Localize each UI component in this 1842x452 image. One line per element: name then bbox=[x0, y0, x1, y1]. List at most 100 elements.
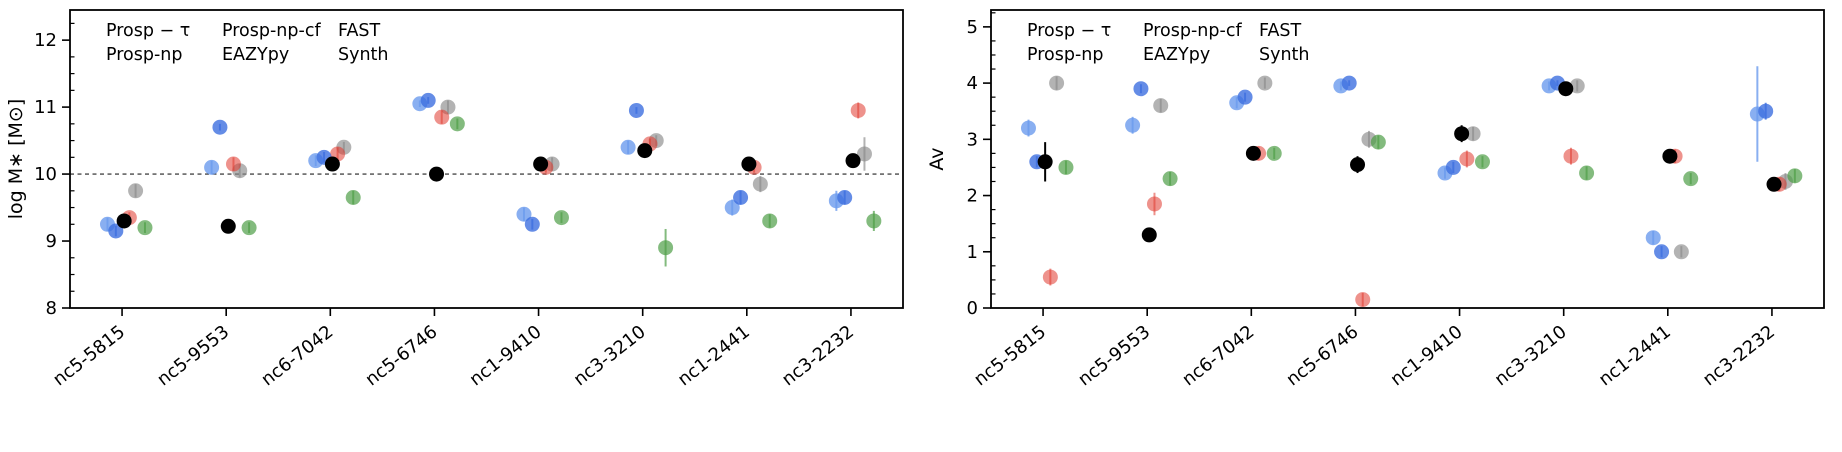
data-point bbox=[1474, 154, 1490, 170]
data-point bbox=[1042, 269, 1058, 285]
data-point bbox=[1673, 244, 1689, 260]
data-point bbox=[741, 156, 757, 172]
data-point bbox=[1350, 157, 1366, 173]
x-tick-label: nc5-6746 bbox=[1283, 321, 1363, 390]
x-tick-label: nc5-5815 bbox=[49, 321, 129, 390]
data-point bbox=[837, 190, 853, 206]
data-point bbox=[324, 156, 340, 172]
data-point bbox=[724, 200, 740, 216]
x-tick-label: nc5-5815 bbox=[970, 321, 1050, 390]
data-point bbox=[658, 240, 674, 256]
x-tick-label: nc5-9553 bbox=[153, 321, 233, 390]
x-tick-label: nc1-9410 bbox=[1387, 321, 1467, 390]
data-point bbox=[1445, 159, 1461, 175]
legend-label: Prosp-np-cf bbox=[1143, 21, 1242, 41]
legend-label: EAZYpy bbox=[1143, 45, 1210, 65]
x-tick-label: nc1-2441 bbox=[674, 321, 754, 390]
data-point bbox=[1459, 151, 1475, 167]
data-point bbox=[1133, 81, 1149, 97]
data-point bbox=[866, 213, 882, 229]
y-axis-ticks: 0 1 2 3 4 5 bbox=[967, 17, 991, 319]
series-prosp- bbox=[1020, 66, 1765, 246]
data-point bbox=[856, 146, 872, 162]
y-tick-label: 9 bbox=[46, 231, 57, 252]
data-point bbox=[1141, 227, 1157, 243]
legend: Prosp − τ Prosp-np Prosp-np-cf EAZYpy FAST Sy… bbox=[106, 21, 389, 65]
y-axis-ticks: 8 9 10 11 12 bbox=[34, 30, 70, 319]
data-point bbox=[733, 190, 749, 206]
data-point bbox=[1787, 168, 1803, 184]
x-axis-ticks: nc5-5815 nc5-9553 nc6-7042 nc5-6746 nc1-9410… bbox=[49, 308, 858, 390]
y-tick-label: 11 bbox=[34, 97, 57, 118]
data-point bbox=[449, 116, 465, 132]
data-point bbox=[1125, 117, 1141, 133]
data-point bbox=[204, 159, 220, 175]
data-point bbox=[1662, 148, 1678, 164]
data-point bbox=[620, 139, 636, 155]
legend-label: Prosp − τ bbox=[1027, 21, 1111, 41]
data-point bbox=[420, 92, 436, 108]
x-tick-label: nc5-6746 bbox=[362, 321, 442, 390]
series-prosp-np-cf bbox=[1037, 81, 1782, 243]
data-point bbox=[1341, 75, 1357, 91]
legend-label: Synth bbox=[338, 45, 389, 65]
x-tick-label: nc3-2232 bbox=[1699, 321, 1779, 390]
data-point bbox=[108, 223, 124, 239]
data-point bbox=[533, 156, 549, 172]
chart-logm-panel: 8 9 10 11 12 nc5-5815 nc5-9553 nc6-7042 nc5-6746… bbox=[0, 0, 921, 448]
series-fast bbox=[128, 99, 872, 199]
y-tick-label: 12 bbox=[34, 30, 57, 51]
y-tick-label: 8 bbox=[46, 298, 57, 319]
data-point bbox=[1162, 171, 1178, 187]
data-point bbox=[1758, 103, 1774, 119]
y-tick-label: 4 bbox=[967, 73, 978, 94]
chart-av-panel: 0 1 2 3 4 5 nc5-5815 nc5-9553 nc6-7042 nc5-6746 nc… bbox=[921, 0, 1842, 448]
data-point bbox=[1563, 148, 1579, 164]
data-point bbox=[1579, 165, 1595, 181]
data-point bbox=[1454, 126, 1470, 142]
data-point bbox=[212, 119, 228, 135]
data-point bbox=[553, 210, 569, 226]
data-point bbox=[1058, 159, 1074, 175]
y-tick-label: 0 bbox=[967, 298, 978, 319]
axes-box bbox=[69, 9, 904, 309]
data-point bbox=[1645, 230, 1661, 246]
data-point bbox=[1569, 78, 1585, 94]
data-point bbox=[345, 190, 361, 206]
data-point bbox=[1257, 75, 1273, 91]
data-point bbox=[1465, 126, 1481, 142]
data-point bbox=[116, 213, 132, 229]
x-tick-label: nc6-7042 bbox=[1178, 321, 1258, 390]
legend-label: FAST bbox=[1259, 21, 1302, 41]
series-prosp- bbox=[99, 96, 844, 232]
series-prosp-np bbox=[108, 92, 853, 239]
data-point bbox=[1146, 196, 1162, 212]
legend-label: Prosp-np bbox=[106, 45, 183, 65]
x-tick-label: nc1-9410 bbox=[466, 321, 546, 390]
series-synth bbox=[1058, 134, 1803, 187]
y-tick-label: 1 bbox=[967, 242, 978, 263]
x-tick-label: nc3-3210 bbox=[1491, 321, 1571, 390]
data-point bbox=[137, 220, 153, 236]
data-point bbox=[1355, 292, 1371, 308]
y-tick-label: 5 bbox=[967, 17, 978, 38]
y-axis-label: log M∗ [M⊙] bbox=[5, 99, 27, 220]
legend-label: EAZYpy bbox=[222, 45, 289, 65]
data-point bbox=[850, 102, 866, 118]
x-tick-label: nc5-9553 bbox=[1074, 321, 1154, 390]
data-point bbox=[1683, 171, 1699, 187]
data-point bbox=[225, 156, 241, 172]
data-point bbox=[1266, 145, 1282, 161]
data-point bbox=[1766, 176, 1782, 192]
series-fast bbox=[1049, 75, 1793, 260]
data-point bbox=[516, 206, 532, 222]
x-tick-label: nc3-3210 bbox=[570, 321, 650, 390]
legend-label: Prosp-np-cf bbox=[222, 21, 321, 41]
y-tick-label: 2 bbox=[967, 186, 978, 207]
y-tick-label: 10 bbox=[34, 164, 57, 185]
x-tick-label: nc3-2232 bbox=[778, 321, 858, 390]
data-point bbox=[128, 183, 144, 199]
data-point bbox=[1049, 75, 1065, 91]
